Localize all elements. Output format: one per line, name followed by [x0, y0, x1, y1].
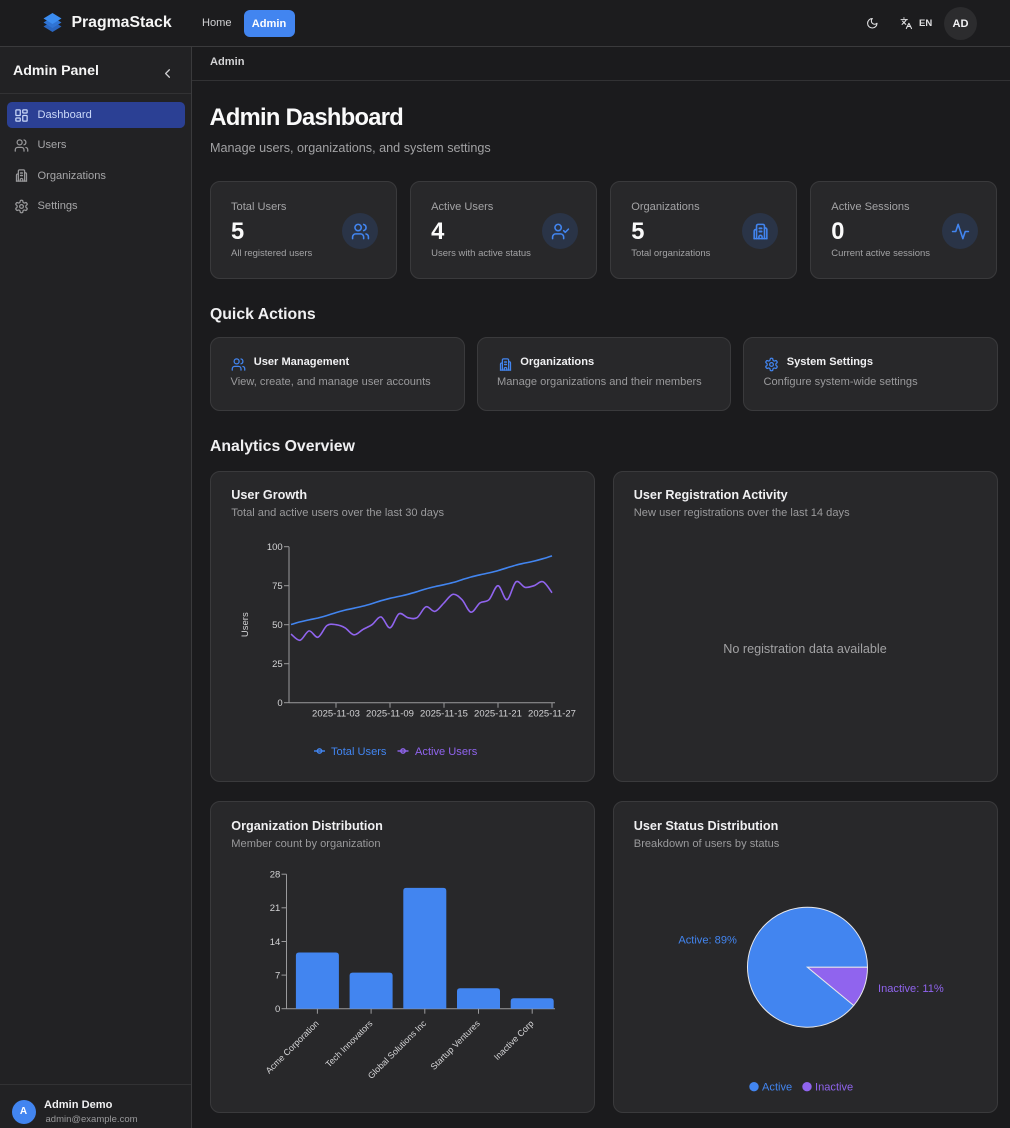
svg-text:0: 0	[277, 698, 282, 709]
svg-text:Active: Active	[762, 1082, 792, 1094]
svg-text:14: 14	[270, 937, 281, 948]
svg-text:Active Users: Active Users	[415, 746, 478, 758]
svg-text:28: 28	[270, 870, 281, 881]
svg-text:Global Solutions Inc: Global Solutions Inc	[366, 1018, 429, 1081]
svg-text:2025-11-27: 2025-11-27	[528, 708, 576, 719]
svg-text:2025-11-15: 2025-11-15	[420, 708, 468, 719]
svg-text:75: 75	[272, 581, 283, 592]
svg-text:Inactive: Inactive	[815, 1082, 853, 1094]
svg-text:Inactive: 11%: Inactive: 11%	[878, 983, 944, 995]
svg-text:2025-11-09: 2025-11-09	[366, 708, 414, 719]
svg-text:Startup Ventures: Startup Ventures	[429, 1018, 483, 1072]
svg-text:0: 0	[275, 1004, 280, 1015]
svg-text:50: 50	[272, 620, 283, 631]
svg-text:Inactive Corp: Inactive Corp	[492, 1019, 536, 1063]
svg-text:Total Users: Total Users	[331, 746, 387, 758]
svg-text:2025-11-03: 2025-11-03	[312, 708, 360, 719]
svg-text:25: 25	[272, 659, 283, 670]
svg-text:Acme Corporation: Acme Corporation	[264, 1019, 321, 1076]
svg-text:100: 100	[267, 542, 283, 553]
svg-text:Active: 89%: Active: 89%	[678, 935, 737, 947]
svg-text:21: 21	[270, 903, 281, 914]
svg-text:7: 7	[275, 971, 280, 982]
svg-text:2025-11-21: 2025-11-21	[474, 708, 522, 719]
svg-text:Tech Innovators: Tech Innovators	[324, 1018, 375, 1069]
svg-text:Users: Users	[240, 612, 251, 637]
